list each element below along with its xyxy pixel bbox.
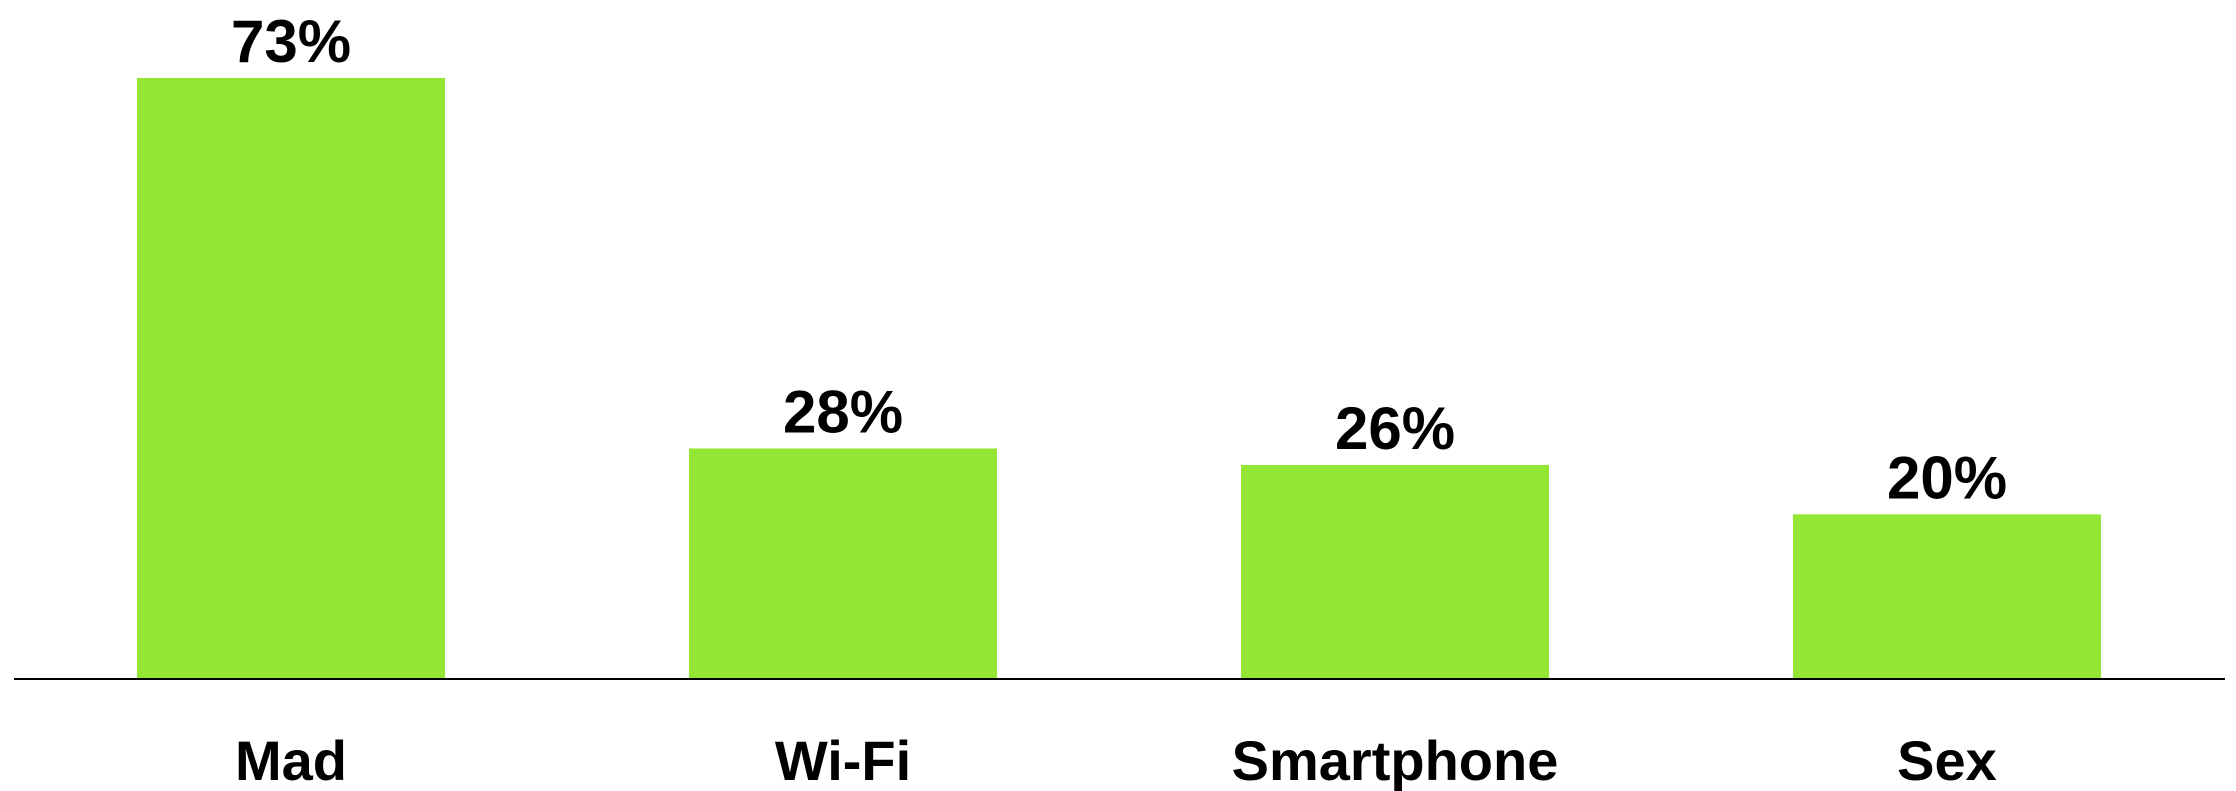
x-tick-label: Smartphone [1232, 729, 1559, 791]
value-label: 28% [783, 378, 903, 445]
value-label: 73% [231, 8, 351, 75]
bar [1793, 514, 2101, 679]
bar [1241, 464, 1549, 679]
x-tick-label: Sex [1897, 729, 1997, 791]
value-label: 20% [1887, 444, 2007, 511]
x-tick-label: Wi-Fi [775, 729, 911, 791]
bar [137, 78, 445, 679]
value-label: 26% [1335, 395, 1455, 462]
x-tick-label: Mad [235, 729, 347, 791]
bar [689, 448, 997, 679]
